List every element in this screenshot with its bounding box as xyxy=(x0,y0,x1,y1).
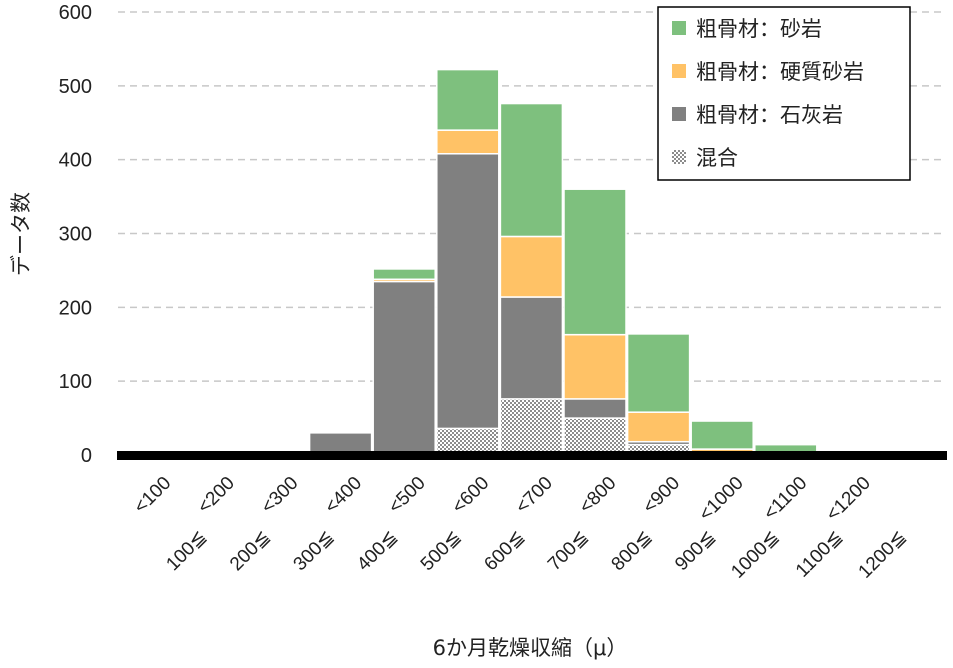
legend-label: 粗骨材：硬質砂岩 xyxy=(696,60,864,84)
x-tick-label-upper: <100 xyxy=(130,473,175,518)
x-tick-label-lower: 1100≦ xyxy=(792,527,847,582)
x-axis-label: 6か月乾燥収縮（μ） xyxy=(433,636,628,660)
y-tick-label: 100 xyxy=(59,371,92,393)
x-tick-label-lower: 1200≦ xyxy=(855,527,911,583)
x-tick-label-upper: <200 xyxy=(194,473,239,518)
x-tick-label-upper: <600 xyxy=(448,473,493,518)
y-tick-label: 600 xyxy=(59,2,92,24)
x-tick-label-lower: 200≦ xyxy=(226,527,275,576)
bar-segment xyxy=(499,398,564,456)
y-tick-label: 400 xyxy=(59,150,92,172)
x-tick-label-upper: <500 xyxy=(385,473,430,518)
x-tick-label-lower: 100≦ xyxy=(162,527,211,576)
y-tick-label: 300 xyxy=(59,224,92,246)
x-axis xyxy=(117,451,947,460)
bar-segment xyxy=(436,129,500,155)
bar-segment xyxy=(690,420,754,450)
bar-segment xyxy=(563,333,627,400)
x-tick-labels: <100 <200 100≦ <300 200≦ <400 300≦ <500 400≦ <600… xyxy=(130,473,910,583)
bar-segment xyxy=(372,280,436,456)
bar-stacks xyxy=(308,68,882,456)
x-tick-label-upper: <800 xyxy=(575,473,620,518)
bar-segment xyxy=(499,235,564,298)
legend-swatch xyxy=(672,64,686,78)
x-tick-label-lower: 900≦ xyxy=(671,527,720,576)
bar-segment xyxy=(499,296,564,400)
x-tick-label-lower: 700≦ xyxy=(544,527,593,576)
x-tick-label-lower: 1000≦ xyxy=(727,527,783,583)
x-tick-label-upper: <1000 xyxy=(695,473,748,526)
bar-segment xyxy=(563,188,627,336)
bar-segment xyxy=(436,153,500,430)
bar-segment xyxy=(436,427,500,456)
bar-segment xyxy=(372,268,436,281)
y-axis-label: データ数 xyxy=(9,192,33,276)
x-tick-label-lower: 300≦ xyxy=(290,527,339,576)
x-tick-label-upper: <400 xyxy=(321,473,366,518)
x-tick-label-upper: <1200 xyxy=(822,473,875,526)
legend-box xyxy=(657,6,911,181)
y-tick-label: 200 xyxy=(59,297,92,319)
legend-swatch xyxy=(672,107,686,121)
legend-label: 混合 xyxy=(696,146,738,170)
x-tick-label-lower: 800≦ xyxy=(608,527,657,576)
bar-segment xyxy=(563,417,627,456)
bar-segment xyxy=(563,398,627,419)
bar-segment xyxy=(626,411,691,443)
legend-swatch xyxy=(672,21,686,35)
y-tick-label: 0 xyxy=(81,445,92,467)
x-tick-label-lower: 600≦ xyxy=(480,527,529,576)
x-tick-label-upper: <900 xyxy=(639,473,684,518)
legend-label: 粗骨材：砂岩 xyxy=(696,17,822,41)
x-tick-label-upper: <1100 xyxy=(760,473,812,525)
x-axis-line xyxy=(117,451,947,460)
bar-segment xyxy=(626,333,691,413)
y-tick-labels: 0 100 200 300 400 500 600 xyxy=(59,2,92,467)
legend-label: 粗骨材：石灰岩 xyxy=(696,103,843,127)
x-tick-label-lower: 400≦ xyxy=(353,527,402,576)
bar-segment xyxy=(436,68,500,131)
y-tick-label: 500 xyxy=(59,76,92,98)
x-tick-label-lower: 500≦ xyxy=(417,527,466,576)
legend-swatch xyxy=(672,150,686,164)
bar-segment xyxy=(499,102,564,238)
x-tick-label-upper: <300 xyxy=(257,473,302,518)
x-tick-label-upper: <700 xyxy=(512,473,557,518)
